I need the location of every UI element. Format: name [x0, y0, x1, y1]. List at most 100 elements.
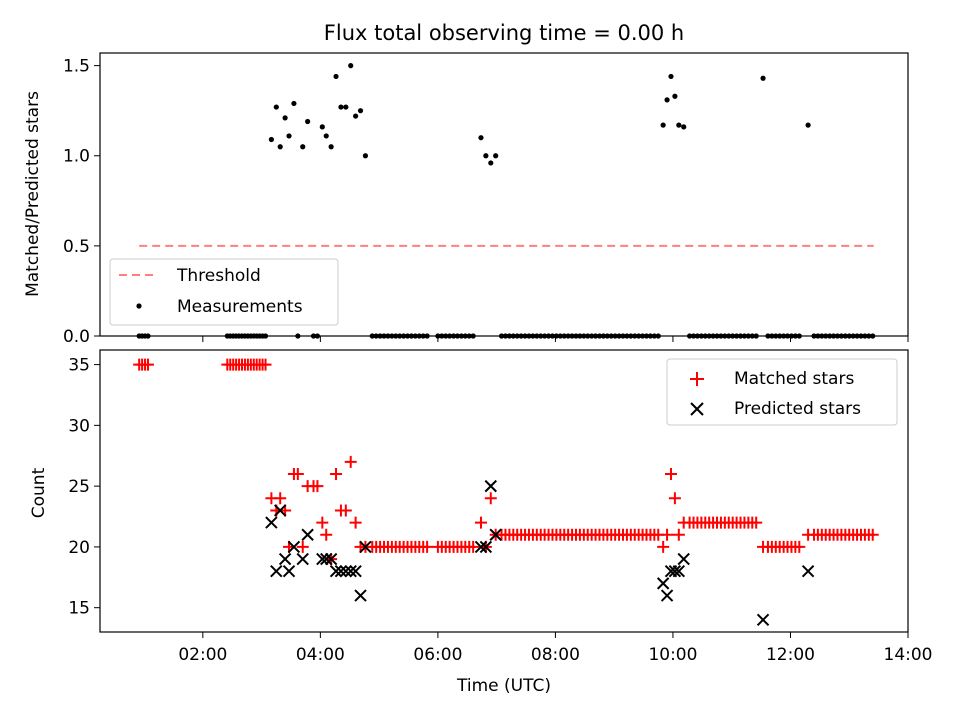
top-y-tick-label: 1.0 — [63, 147, 90, 167]
predicted-star-point — [677, 552, 690, 566]
bottom-y-axis-label: Count — [29, 467, 49, 518]
measurement-point — [273, 104, 279, 110]
matched-star-point — [339, 504, 352, 517]
predicted-star-point — [316, 552, 329, 566]
matched-star-point — [296, 540, 309, 553]
matched-star-point — [344, 455, 357, 468]
bottom-y-tick-label: 15 — [68, 599, 90, 619]
measurement-point — [478, 135, 484, 141]
bottom-y-tick-label: 30 — [68, 416, 90, 436]
measurement-point — [333, 73, 339, 80]
measurement-point — [319, 124, 325, 130]
matched-star-point — [664, 467, 677, 480]
predicted-star-point — [756, 613, 770, 627]
matched-star-point — [672, 528, 685, 541]
legend-matched-label: Matched stars — [734, 369, 854, 389]
measurement-point — [300, 144, 306, 150]
predicted-star-point — [339, 565, 353, 578]
predicted-star-point — [270, 565, 283, 578]
top-y-tick-label: 1.5 — [63, 57, 90, 77]
bottom-legend: Matched stars Predicted stars — [666, 358, 898, 426]
predicted-star-point — [334, 565, 348, 578]
legend-measurements-label: Measurements — [177, 297, 303, 317]
measurement-point — [362, 153, 369, 159]
predicted-star-point — [287, 540, 301, 554]
x-tick-label: 04:00 — [296, 645, 345, 665]
predicted-star-point — [656, 577, 670, 590]
measurement-point — [483, 153, 489, 159]
predicted-star-point — [324, 552, 338, 566]
matched-star-point — [421, 540, 434, 553]
measurement-point — [268, 136, 274, 143]
predicted-star-point — [672, 565, 686, 578]
matched-star-point — [274, 492, 287, 505]
chart-title: Flux total observing time = 0.00 h — [324, 21, 684, 45]
bottom-y-tick-label: 25 — [68, 477, 90, 497]
measurement-point — [760, 75, 766, 81]
top-legend: Threshold Measurements — [109, 258, 339, 326]
predicted-star-point — [668, 565, 682, 578]
matched-star-point — [474, 516, 487, 529]
measurement-point — [357, 108, 364, 114]
measurement-point — [676, 122, 682, 128]
top-y-tick-label: 0.0 — [63, 327, 90, 347]
legend-matched-swatch — [690, 372, 704, 386]
matched-star-point — [349, 516, 362, 529]
measurement-point — [286, 133, 292, 139]
x-axis-label: Time (UTC) — [456, 676, 551, 696]
top-legend-frame — [109, 258, 339, 326]
top-y-axis-label: Matched/Predicted stars — [23, 91, 43, 297]
measurement-point — [343, 104, 349, 110]
matched-star-point — [320, 528, 333, 541]
legend-predicted-label: Predicted stars — [734, 399, 861, 419]
matched-star-point — [668, 492, 681, 505]
matched-star-point — [141, 358, 154, 371]
predicted-star-point — [660, 589, 674, 602]
measurement-point — [338, 104, 344, 110]
bottom-y-tick-label: 20 — [68, 538, 90, 558]
measurement-point — [291, 100, 297, 107]
matched-star-point — [291, 467, 304, 480]
matched-star-point — [484, 492, 497, 505]
x-tick-label: 12:00 — [766, 645, 815, 665]
measurement-point — [277, 144, 283, 150]
measurement-point — [488, 160, 494, 166]
predicted-star-point — [474, 540, 488, 554]
x-tick-label: 14:00 — [884, 645, 933, 665]
measurement-point — [805, 122, 811, 128]
matched-star-point — [657, 540, 670, 553]
measurement-point — [681, 124, 687, 130]
predicted-star-point — [301, 528, 314, 541]
x-tick-label: 10:00 — [648, 645, 697, 665]
x-tick-label: 02:00 — [178, 645, 227, 665]
measurement-point — [348, 63, 354, 69]
measurement-point — [672, 93, 678, 99]
legend-predicted-swatch — [690, 402, 704, 416]
measurement-point — [353, 113, 359, 119]
predicted-star-point — [274, 504, 287, 517]
matched-star-point — [866, 528, 879, 541]
predicted-star-point — [320, 552, 333, 566]
matched-star-point — [750, 516, 763, 529]
matched-star-point — [467, 540, 480, 553]
predicted-star-point — [278, 552, 292, 566]
predicted-star-point — [489, 528, 502, 541]
top-y-tick-label: 0.5 — [63, 237, 90, 257]
predicted-star-point — [349, 565, 362, 578]
matched-star-point — [793, 540, 806, 553]
bottom-plot-frame — [99, 349, 909, 633]
measurement-point — [305, 118, 311, 125]
legend-threshold-label: Threshold — [176, 266, 261, 286]
predicted-star-point — [359, 540, 372, 554]
predicted-star-point — [479, 540, 493, 554]
matched-star-point — [311, 480, 324, 493]
predicted-star-point — [329, 565, 343, 578]
measurement-point — [493, 153, 499, 159]
bottom-legend-frame — [666, 358, 898, 426]
measurement-point — [328, 144, 334, 150]
measurement-point — [282, 115, 288, 121]
predicted-star-point — [801, 565, 815, 578]
measurement-point — [668, 73, 674, 80]
matched-star-point — [661, 528, 674, 541]
